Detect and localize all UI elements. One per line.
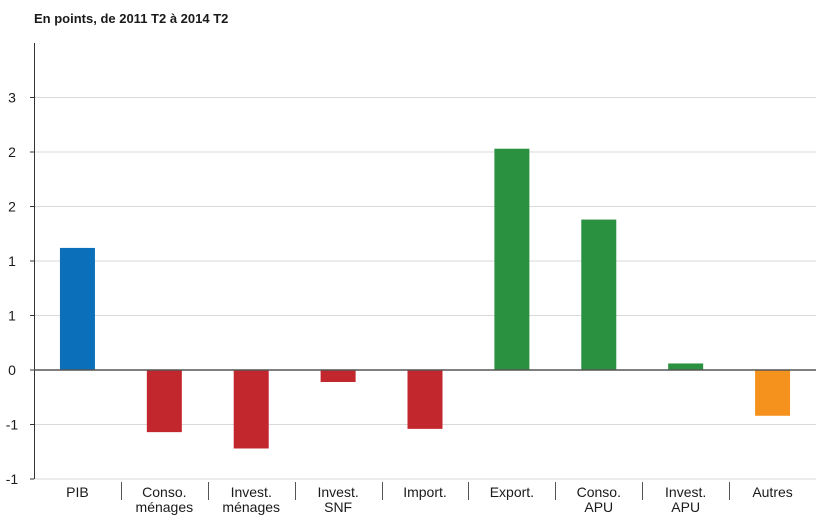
x-axis-ticks: PIB Conso. ménages Invest. ménages Invest. SNF… (66, 484, 793, 515)
bar (146, 370, 182, 433)
x-tick-label: Conso. ménages (136, 484, 194, 515)
x-tick-label: Invest. ménages (222, 484, 280, 515)
bar (755, 370, 791, 416)
x-tick-label: Autres (752, 484, 792, 500)
y-tick-label: 1 (8, 253, 16, 269)
x-tick-label: Invest. APU (665, 484, 706, 515)
x-tick-label: Export. (490, 484, 534, 500)
y-tick-label: 1 (8, 308, 16, 324)
x-tick-label: PIB (66, 484, 89, 500)
x-tick-label: Conso. APU (577, 484, 621, 515)
bar (581, 219, 617, 370)
bars (59, 148, 791, 449)
bar (668, 363, 704, 370)
y-tick-label: 2 (8, 199, 16, 215)
y-tick-label: 2 (8, 144, 16, 160)
bar (320, 370, 356, 382)
y-tick-label: -1 (6, 471, 19, 487)
bar (59, 247, 95, 370)
y-axis-ticks: -1 -1 0 1 1 2 2 3 (6, 90, 19, 488)
bar (233, 370, 269, 449)
y-tick-label: 3 (8, 90, 16, 106)
y-tick-label: -1 (6, 417, 19, 433)
chart-title: En points, de 2011 T2 à 2014 T2 (34, 11, 228, 26)
axes (30, 43, 816, 500)
x-tick-label: Invest. SNF (317, 484, 358, 515)
bar (494, 148, 530, 370)
x-tick-label: Import. (403, 484, 447, 500)
bar (407, 370, 443, 429)
y-tick-label: 0 (8, 362, 16, 378)
